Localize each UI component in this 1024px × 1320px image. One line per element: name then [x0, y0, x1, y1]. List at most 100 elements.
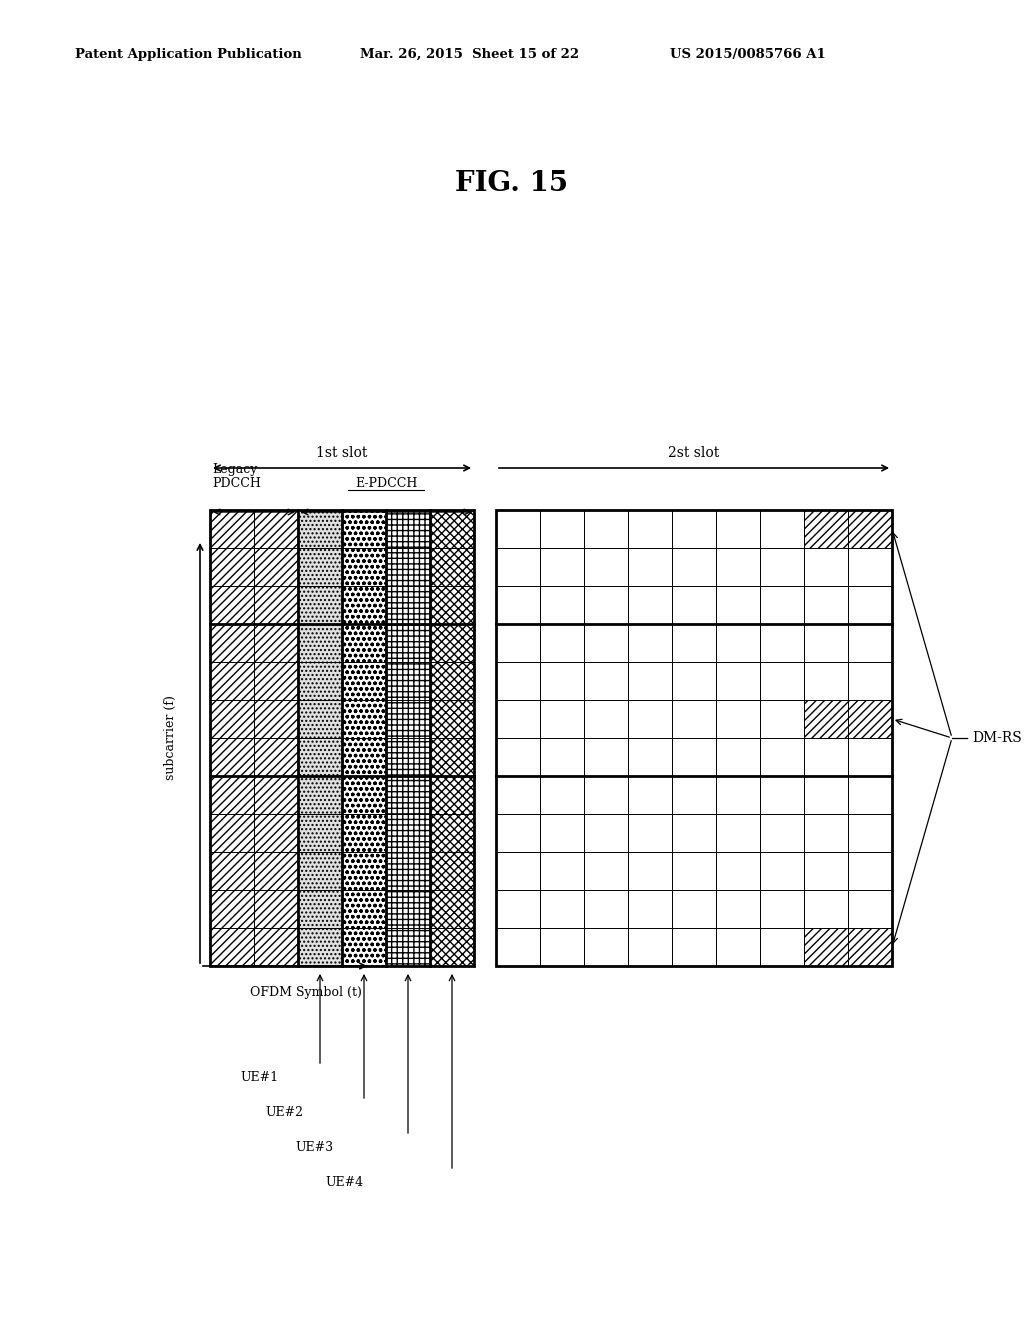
Bar [848, 814, 892, 851]
Bar [628, 890, 672, 928]
Bar [672, 890, 716, 928]
Bar [848, 776, 892, 814]
Bar [804, 548, 848, 586]
Bar [716, 624, 760, 663]
Bar [496, 700, 540, 738]
Bar [760, 890, 804, 928]
Bar [672, 548, 716, 586]
Bar [298, 814, 342, 851]
Text: UE#4: UE#4 [325, 1176, 364, 1189]
Bar [716, 890, 760, 928]
Bar [716, 663, 760, 700]
Bar [342, 814, 386, 851]
Bar [628, 776, 672, 814]
Bar [386, 663, 430, 700]
Text: PDCCH: PDCCH [212, 477, 261, 490]
Bar [628, 928, 672, 966]
Bar [386, 624, 430, 663]
Bar [804, 928, 848, 966]
Bar [430, 624, 474, 663]
Bar [210, 700, 254, 738]
Bar [760, 548, 804, 586]
Bar [672, 851, 716, 890]
Bar [716, 776, 760, 814]
Bar [342, 738, 386, 776]
Bar [540, 851, 584, 890]
Bar [210, 663, 254, 700]
Bar [716, 851, 760, 890]
Bar [584, 814, 628, 851]
Bar [540, 700, 584, 738]
Bar [430, 738, 474, 776]
Bar [804, 890, 848, 928]
Bar [298, 624, 342, 663]
Bar [848, 510, 892, 548]
Bar [298, 663, 342, 700]
Bar [628, 548, 672, 586]
Bar [672, 586, 716, 624]
Text: US 2015/0085766 A1: US 2015/0085766 A1 [670, 48, 825, 61]
Bar [848, 851, 892, 890]
Text: 2st slot: 2st slot [669, 446, 720, 459]
Bar [628, 738, 672, 776]
Bar [804, 624, 848, 663]
Bar [254, 700, 298, 738]
Bar [540, 890, 584, 928]
Bar [254, 510, 298, 548]
Bar [386, 776, 430, 814]
Bar [254, 851, 298, 890]
Bar [584, 586, 628, 624]
Bar [716, 510, 760, 548]
Bar [672, 814, 716, 851]
Bar [496, 851, 540, 890]
Text: Mar. 26, 2015  Sheet 15 of 22: Mar. 26, 2015 Sheet 15 of 22 [360, 48, 580, 61]
Bar [210, 510, 254, 548]
Bar [848, 700, 892, 738]
Bar [298, 851, 342, 890]
Bar [254, 548, 298, 586]
Bar [540, 586, 584, 624]
Bar [848, 624, 892, 663]
Bar [628, 700, 672, 738]
Bar [210, 510, 474, 966]
Bar [760, 700, 804, 738]
Bar [804, 663, 848, 700]
Bar [584, 700, 628, 738]
Bar [386, 738, 430, 776]
Bar [804, 586, 848, 624]
Bar [804, 851, 848, 890]
Bar [210, 586, 254, 624]
Bar [298, 738, 342, 776]
Bar [540, 738, 584, 776]
Bar [540, 814, 584, 851]
Bar [760, 510, 804, 548]
Bar [760, 663, 804, 700]
Bar [210, 738, 254, 776]
Bar [760, 851, 804, 890]
Bar [760, 586, 804, 624]
Bar [386, 510, 430, 548]
Bar [716, 700, 760, 738]
Bar [848, 663, 892, 700]
Bar [430, 510, 474, 548]
Bar [496, 738, 540, 776]
Bar [716, 738, 760, 776]
Bar [540, 928, 584, 966]
Text: FIG. 15: FIG. 15 [456, 170, 568, 197]
Bar [430, 928, 474, 966]
Bar [584, 738, 628, 776]
Bar [584, 663, 628, 700]
Bar [672, 663, 716, 700]
Bar [672, 624, 716, 663]
Bar [848, 890, 892, 928]
Bar [804, 814, 848, 851]
Bar [848, 738, 892, 776]
Bar [628, 624, 672, 663]
Text: subcarrier (f): subcarrier (f) [164, 696, 176, 780]
Bar [496, 890, 540, 928]
Bar [386, 700, 430, 738]
Bar [804, 776, 848, 814]
Bar [386, 928, 430, 966]
Bar [254, 586, 298, 624]
Bar [716, 586, 760, 624]
